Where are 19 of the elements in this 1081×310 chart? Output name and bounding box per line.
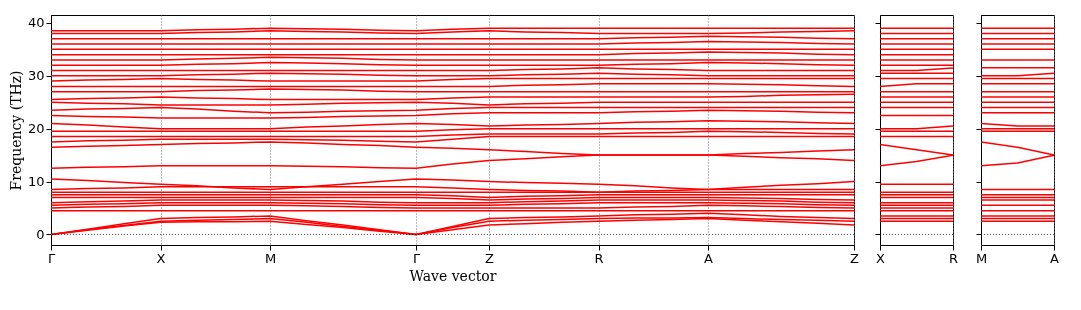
x-tick-label: Γ [47, 250, 56, 266]
y-tick-label: 40 [27, 15, 45, 31]
x-tick-label: Γ [412, 250, 421, 266]
x-tick-label: X [876, 250, 886, 266]
y-tick-label: 30 [27, 68, 45, 84]
y-tick-label: 0 [36, 226, 45, 242]
x-tick-label: Z [850, 250, 860, 266]
x-tick-label: R [594, 250, 604, 266]
x-tick-label: X [156, 250, 166, 266]
x-tick-label: A [704, 250, 714, 266]
y-tick-label: 10 [27, 174, 45, 190]
y-axis-title: Frequency (THz) [7, 70, 24, 191]
x-tick-label: M [975, 250, 988, 266]
x-tick-label: Z [485, 250, 495, 266]
x-tick-label: M [264, 250, 277, 266]
x-axis-title: Wave vector [409, 267, 497, 284]
x-tick-label: A [1050, 250, 1060, 266]
y-tick-label: 20 [27, 121, 45, 137]
x-tick-label: R [948, 250, 959, 266]
